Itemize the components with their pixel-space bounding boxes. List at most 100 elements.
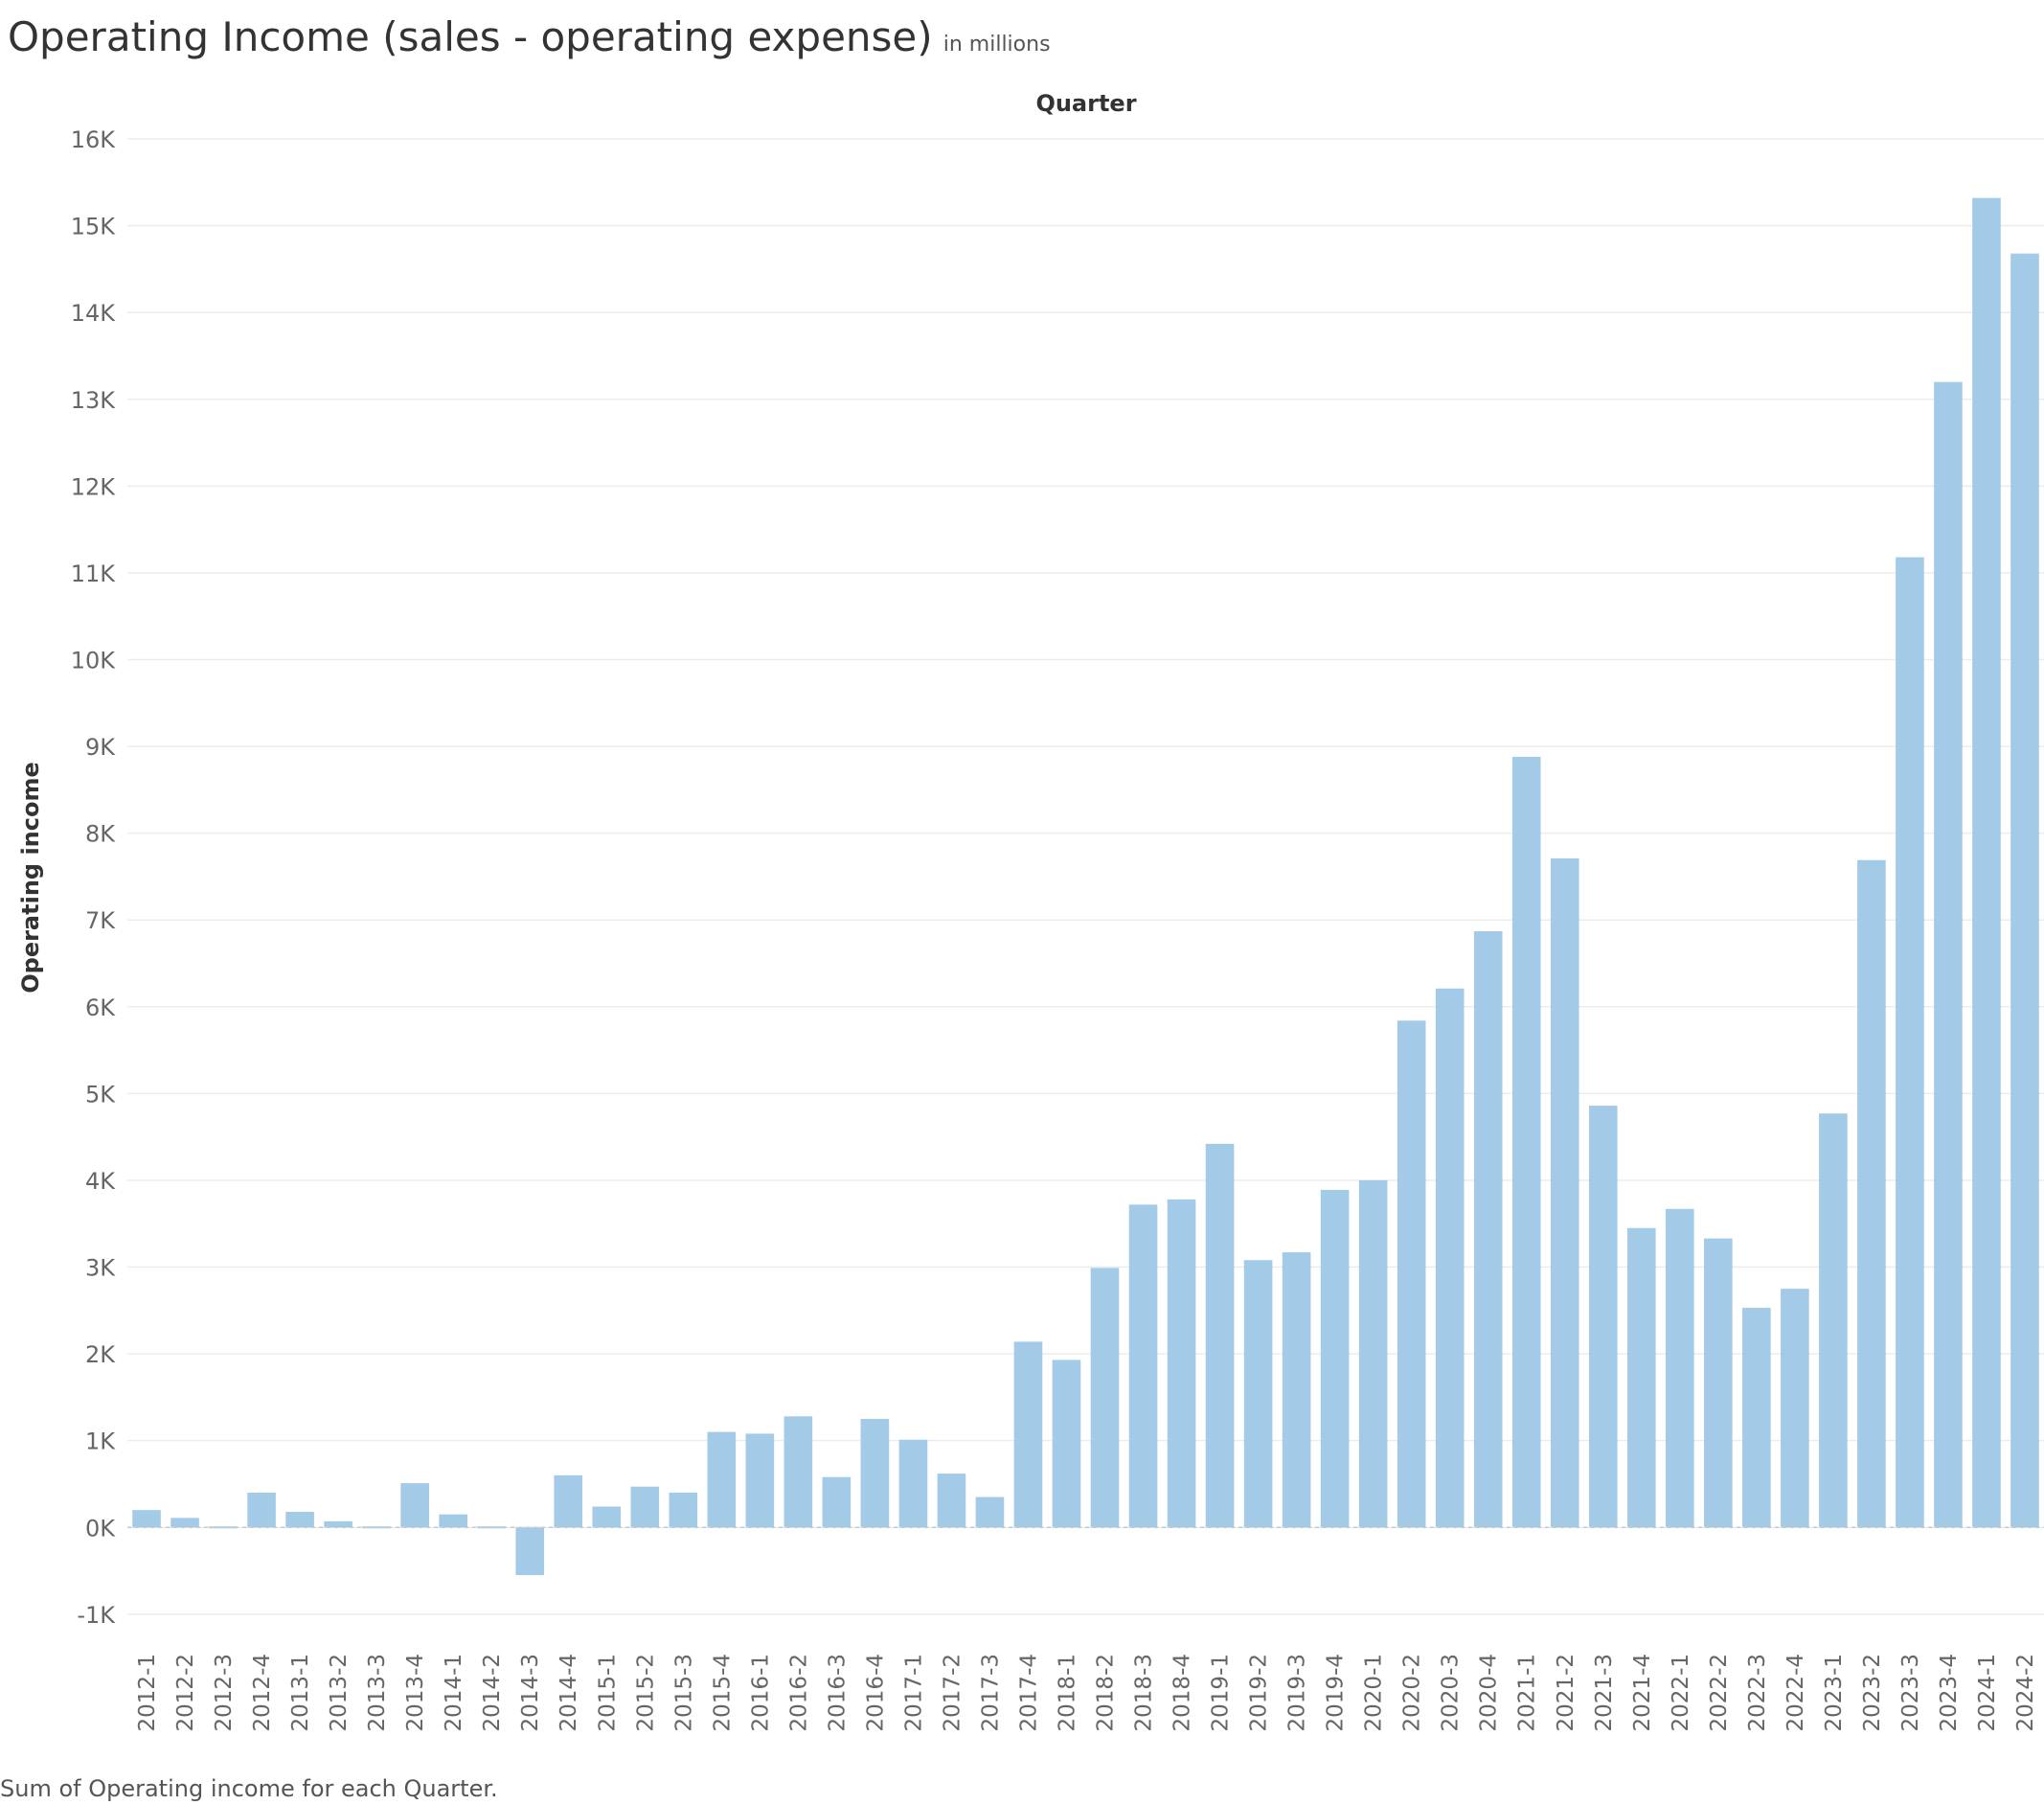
x-tick-label: 2019-3 xyxy=(1285,1654,1310,1731)
x-tick-label: 2020-2 xyxy=(1400,1654,1425,1731)
y-tick-label: -1K xyxy=(77,1602,116,1629)
x-tick-label: 2023-4 xyxy=(1937,1654,1962,1731)
x-tick-label: 2021-4 xyxy=(1630,1654,1655,1731)
bar xyxy=(170,1518,199,1528)
y-tick-label: 5K xyxy=(85,1081,116,1108)
y-tick-label: 12K xyxy=(71,473,117,500)
x-tick-label: 2015-4 xyxy=(710,1654,735,1731)
y-tick-label: 7K xyxy=(85,907,116,934)
x-tick-label: 2015-3 xyxy=(671,1654,696,1731)
y-tick-label: 0K xyxy=(85,1515,116,1542)
x-tick-label: 2022-3 xyxy=(1745,1654,1770,1731)
bar xyxy=(1282,1252,1311,1528)
bar xyxy=(477,1526,506,1529)
bar xyxy=(1934,381,1963,1528)
bar xyxy=(1819,1113,1848,1528)
x-tick-label: 2024-1 xyxy=(1975,1654,2000,1731)
bar xyxy=(324,1520,352,1528)
bar xyxy=(669,1493,698,1528)
x-tick-label: 2023-3 xyxy=(1898,1654,1923,1731)
y-tick-labels: -1K 0K 1K 2K 3K 4K 5K 6K 7K 8K 9K 10K 11K 12K 13K 14K 15… xyxy=(71,126,117,1629)
y-tick-label: 9K xyxy=(85,734,116,761)
bar xyxy=(1243,1260,1273,1528)
x-tick-label: 2015-2 xyxy=(633,1654,658,1731)
x-tick-label: 2014-4 xyxy=(556,1654,581,1731)
bar xyxy=(1320,1189,1350,1528)
bar xyxy=(1167,1199,1196,1528)
bar xyxy=(707,1431,737,1528)
x-axis-title: Quarter xyxy=(1035,90,1136,117)
y-tick-label: 10K xyxy=(71,648,117,674)
x-tick-label: 2021-1 xyxy=(1515,1654,1540,1731)
x-tick-label: 2016-3 xyxy=(825,1654,850,1731)
bar xyxy=(975,1497,1005,1528)
bar xyxy=(592,1506,622,1528)
x-tick-label: 2019-1 xyxy=(1209,1654,1234,1731)
bar xyxy=(1896,557,1924,1528)
x-tick-label: 2023-1 xyxy=(1822,1654,1847,1731)
y-tick-label: 4K xyxy=(85,1168,116,1195)
x-tick-label: 2014-2 xyxy=(480,1654,505,1731)
y-tick-label: 3K xyxy=(85,1255,116,1282)
x-tick-label: 2022-4 xyxy=(1783,1654,1808,1731)
bar xyxy=(822,1476,852,1528)
x-tick-label: 2018-4 xyxy=(1170,1654,1195,1731)
bar xyxy=(784,1416,813,1528)
x-tick-label: 2020-1 xyxy=(1362,1654,1387,1731)
x-tick-label: 2019-2 xyxy=(1247,1654,1272,1731)
bar xyxy=(362,1526,391,1529)
x-tick-label: 2012-1 xyxy=(135,1654,160,1731)
chart-caption: Sum of Operating income for each Quarter… xyxy=(0,1775,498,1802)
y-axis-title: Operating income xyxy=(17,762,44,994)
bar xyxy=(1128,1204,1158,1528)
x-tick-label: 2020-4 xyxy=(1477,1654,1502,1731)
x-tick-label: 2013-1 xyxy=(288,1654,313,1731)
bar xyxy=(132,1510,161,1528)
bar xyxy=(1704,1238,1733,1528)
bar xyxy=(285,1511,314,1528)
bar xyxy=(1781,1289,1809,1528)
bar xyxy=(400,1483,429,1528)
bar xyxy=(1857,859,1886,1528)
x-tick-label: 2017-4 xyxy=(1016,1654,1041,1731)
x-tick-label: 2024-2 xyxy=(2013,1654,2038,1731)
x-tick-label: 2014-3 xyxy=(518,1654,543,1731)
x-tick-label: 2023-2 xyxy=(1860,1654,1885,1731)
title-row: Operating Income (sales - operating expe… xyxy=(8,13,1051,60)
x-tick-label: 2014-1 xyxy=(442,1654,466,1731)
y-tick-label: 14K xyxy=(71,300,117,327)
bar xyxy=(1511,756,1541,1528)
bars-layer xyxy=(132,197,2039,1576)
bar xyxy=(1358,1179,1388,1528)
x-tick-label: 2012-4 xyxy=(250,1654,275,1731)
grid-layer xyxy=(127,138,2044,1615)
x-tick-label: 2012-2 xyxy=(173,1654,198,1731)
x-tick-label: 2017-1 xyxy=(901,1654,926,1731)
x-tick-label: 2015-1 xyxy=(595,1654,620,1731)
x-tick-label: 2018-1 xyxy=(1055,1654,1079,1731)
x-tick-label: 2012-3 xyxy=(212,1654,237,1731)
y-tick-label: 13K xyxy=(71,387,117,414)
x-tick-label: 2016-2 xyxy=(786,1654,811,1731)
bar xyxy=(745,1433,775,1528)
bar xyxy=(1666,1208,1694,1528)
x-tick-label: 2022-1 xyxy=(1669,1654,1693,1731)
x-tick-label: 2021-3 xyxy=(1592,1654,1617,1731)
x-tick-label: 2020-3 xyxy=(1439,1654,1464,1731)
bar xyxy=(1473,931,1503,1528)
bar xyxy=(1972,197,2001,1528)
bar xyxy=(1052,1359,1081,1528)
x-tick-labels: 2012-1 2012-2 2012-3 2012-4 2013-1 2013-2 2013… xyxy=(135,1654,2038,1731)
y-tick-label: 2K xyxy=(85,1341,116,1368)
x-tick-label: 2016-4 xyxy=(863,1654,888,1731)
x-tick-label: 2013-4 xyxy=(403,1654,428,1731)
bar xyxy=(1588,1106,1618,1528)
x-tick-label: 2018-2 xyxy=(1094,1654,1119,1731)
bar xyxy=(515,1527,545,1576)
y-tick-label: 15K xyxy=(71,214,117,240)
x-tick-label: 2021-2 xyxy=(1554,1654,1578,1731)
bar xyxy=(209,1526,238,1529)
y-tick-label: 8K xyxy=(85,821,116,848)
bar xyxy=(1090,1268,1120,1528)
